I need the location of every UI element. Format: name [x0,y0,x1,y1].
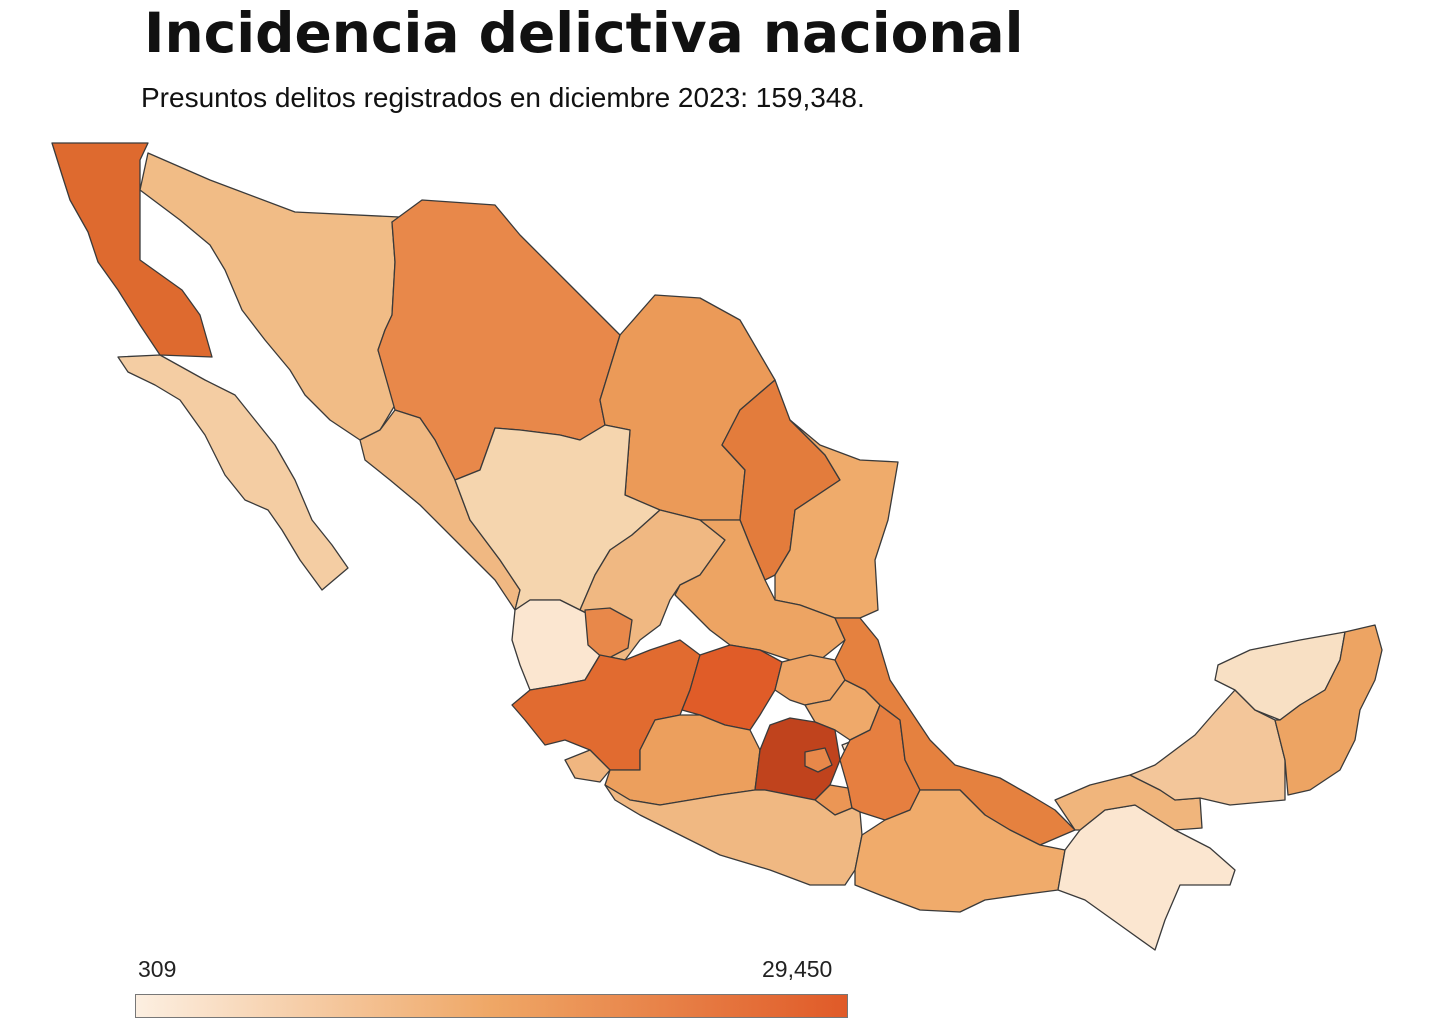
state-aguascalientes[interactable] [584,607,633,661]
state-guanajuato[interactable] [681,644,783,731]
state-colima[interactable] [564,749,611,783]
page-subtitle: Presuntos delitos registrados en diciemb… [141,82,865,113]
legend-min-label: 309 [138,956,177,982]
state-ciudad-de-mexico[interactable] [804,747,833,773]
legend-color-gradient [135,994,848,1018]
state-guerrero[interactable] [604,784,863,886]
page-title: Incidencia delictiva nacional [144,1,1024,65]
state-baja-california-sur[interactable] [117,354,349,591]
legend-max-label: 29,450 [762,956,833,982]
state-quintana-roo[interactable] [1274,624,1383,796]
